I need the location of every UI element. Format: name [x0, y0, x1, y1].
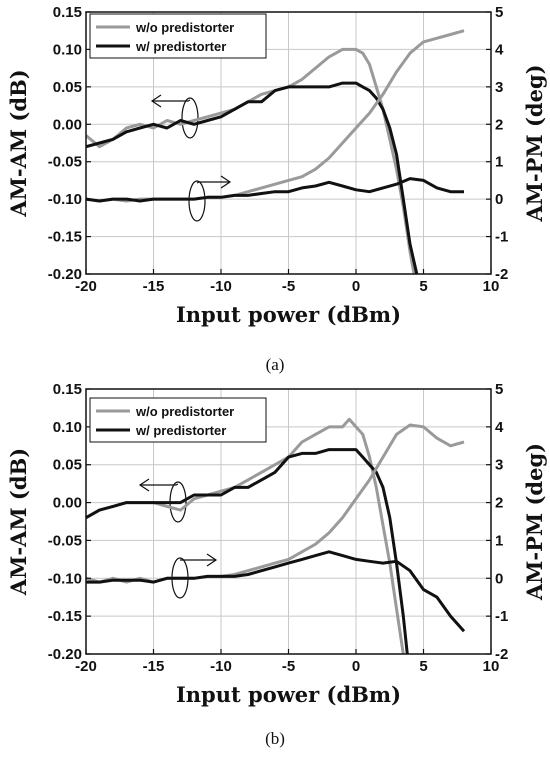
right-axis-arrow [196, 181, 230, 184]
y2-tick-label: 4 [495, 419, 504, 436]
y2-tick-label: 3 [495, 79, 503, 96]
y2-tick-label: 4 [495, 41, 504, 58]
panel-a-chart: -20 -15 -10 -5 0 5 10-0.20-0.15-0.10-0.050.000… [6, 4, 547, 374]
left-arrow-head-icon [150, 94, 162, 108]
y2-tick-label: 1 [495, 154, 503, 171]
x-tick-label: -10 [210, 278, 232, 295]
y-tick-label: 0.05 [53, 457, 82, 474]
amam-group-ellipse [181, 97, 199, 139]
x-tick-label: -15 [143, 658, 165, 675]
left-axis-arrow [140, 483, 179, 486]
panel-a-ticks: -20 -15 -10 -5 0 5 10-0.20-0.15-0.10-0.050.000… [48, 4, 509, 295]
y2-tick-label: -2 [495, 646, 508, 663]
y2-tick-label: 5 [495, 381, 503, 398]
x-tick-label: 10 [483, 658, 500, 675]
x-tick-label: 0 [352, 658, 360, 675]
panel-a-legend-label-without: w/o predistorter [135, 20, 234, 35]
panel-b-ticks: -20 -15 -10 -5 0 5 10-0.20-0.15-0.10-0.050.000… [48, 381, 509, 675]
panel-a-y2label: AM-PM (deg) [522, 64, 547, 222]
y-tick-label: -0.20 [48, 266, 82, 283]
x-tick-label: 5 [419, 278, 427, 295]
x-tick-label: 0 [352, 278, 360, 295]
x-tick-label: -20 [75, 278, 97, 295]
y2-tick-label: -1 [495, 229, 508, 246]
panel-b-caption: (b) [265, 729, 285, 748]
y2-tick-label: -1 [495, 608, 508, 625]
y-tick-label: 0.00 [53, 495, 82, 512]
y2-tick-label: 3 [495, 457, 503, 474]
x-tick-label: -15 [143, 278, 165, 295]
right-arrow-head-icon [220, 175, 232, 189]
panel-a-legend-box [89, 13, 267, 59]
y-tick-label: -0.05 [48, 154, 82, 171]
y-tick-label: 0.00 [53, 116, 82, 133]
x-tick-label: 10 [483, 278, 500, 295]
panel-a-series [85, 29, 465, 275]
y-tick-label: 0.05 [53, 79, 82, 96]
panel-b-legend-label-without: w/o predistorter [135, 404, 234, 419]
series-line-amam-with [85, 81, 419, 275]
series-line-amam-with [85, 448, 409, 655]
y2-tick-label: -2 [495, 266, 508, 283]
y2-tick-label: 1 [495, 532, 503, 549]
y-tick-label: 0.10 [53, 41, 82, 58]
series-line-ampm-with [85, 177, 464, 203]
panel-b-y2label: AM-PM (deg) [522, 443, 547, 601]
y-tick-label: -0.20 [48, 646, 82, 663]
y2-tick-label: 0 [495, 191, 503, 208]
y-tick-label: -0.10 [48, 191, 82, 208]
left-arrow-head-icon [138, 478, 150, 492]
panel-b-legend-label-with: w/ predistorter [135, 423, 226, 438]
y-tick-label: 0.15 [53, 4, 82, 21]
left-axis-arrow [152, 99, 191, 102]
y-tick-label: -0.10 [48, 570, 82, 587]
panel-b-series [85, 417, 466, 655]
y-tick-label: 0.15 [53, 381, 82, 398]
panel-b-chart: -20 -15 -10 -5 0 5 10-0.20-0.15-0.10-0.050.000… [6, 381, 547, 748]
panel-a-xlabel: Input power (dBm) [176, 302, 401, 327]
x-tick-label: -5 [282, 278, 295, 295]
panel-b-legend: w/o predistorter w/ predistorter [89, 397, 267, 443]
panel-a-legend: w/o predistorter w/ predistorter [89, 13, 267, 59]
y2-tick-label: 0 [495, 570, 503, 587]
x-tick-label: 5 [419, 658, 427, 675]
x-tick-label: -20 [75, 658, 97, 675]
y-tick-label: -0.15 [48, 229, 82, 246]
series-line-ampm-with [86, 550, 466, 633]
y2-tick-label: 2 [495, 495, 503, 512]
y-tick-label: 0.10 [53, 419, 82, 436]
panel-b-xlabel: Input power (dBm) [176, 682, 401, 707]
y2-tick-label: 5 [495, 4, 503, 21]
panel-a-caption: (a) [266, 355, 285, 374]
right-arrow-head-icon [206, 553, 218, 567]
y2-tick-label: 2 [495, 116, 503, 133]
y-tick-label: -0.15 [48, 608, 82, 625]
ampm-group-ellipse [188, 180, 206, 222]
x-tick-label: -10 [210, 658, 232, 675]
x-tick-label: -5 [282, 658, 295, 675]
panel-b-ylabel: AM-AM (dB) [6, 448, 31, 596]
panel-b-legend-box [89, 397, 267, 443]
y-tick-label: -0.05 [48, 532, 82, 549]
panel-a-ylabel: AM-AM (dB) [6, 69, 31, 217]
panel-a-legend-label-with: w/ predistorter [135, 39, 226, 54]
